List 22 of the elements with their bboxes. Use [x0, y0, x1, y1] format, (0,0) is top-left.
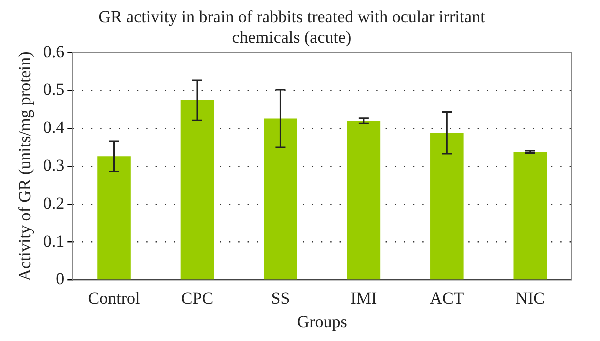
y-tick-label: 0.3: [43, 156, 65, 175]
y-tick-label: 0.5: [43, 80, 65, 100]
x-axis-title: Groups: [297, 312, 348, 332]
bar: [347, 121, 381, 280]
x-tick-label: SS: [271, 288, 290, 308]
bar: [98, 156, 131, 280]
y-axis-title: Activity of GR (units/mg protein): [16, 52, 35, 282]
y-tick-label: 0.1: [43, 232, 65, 251]
y-tick-label: 0.2: [43, 194, 65, 213]
y-tick-label: 0.4: [43, 118, 66, 138]
bar: [514, 152, 548, 280]
chart-title: GR activity in brain of rabbits treated with ocular irritant chemicals (acute): [98, 8, 486, 48]
bar: [264, 118, 298, 280]
y-tick-label: 0: [56, 270, 65, 289]
y-tick-label: 0.6: [43, 42, 65, 62]
bar: [430, 133, 464, 280]
x-tick-label: CPC: [181, 288, 214, 308]
x-tick-label: NIC: [516, 288, 546, 308]
x-tick-label: IMI: [350, 288, 378, 308]
x-tick-label: ACT: [430, 288, 465, 308]
bar: [180, 100, 214, 280]
x-tick-label: Control: [88, 288, 141, 308]
